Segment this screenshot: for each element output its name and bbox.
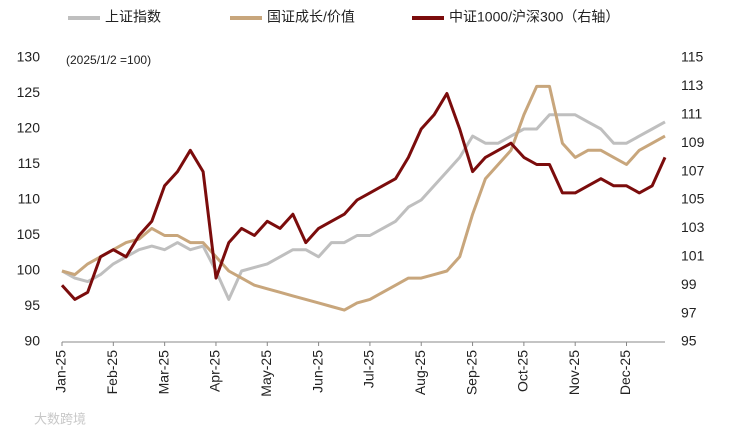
y-tick-label: 130 xyxy=(17,49,41,65)
series-line xyxy=(61,113,666,301)
y2-tick-label: 103 xyxy=(681,219,705,235)
legend-label: 国证成长/价值 xyxy=(267,9,355,25)
y2-tick-label: 107 xyxy=(681,162,705,178)
x-tick-label: Feb-25 xyxy=(104,350,120,395)
y-tick-label: 120 xyxy=(17,120,41,136)
y2-tick-label: 111 xyxy=(681,106,702,122)
y2-tick-label: 105 xyxy=(681,191,705,207)
subtitle: (2025/1/2 =100) xyxy=(66,53,151,67)
y2-tick-label: 97 xyxy=(681,304,697,320)
y2-tick-label: 99 xyxy=(681,276,697,292)
x-tick-label: Sep-25 xyxy=(463,350,479,395)
x-tick-label: Oct-25 xyxy=(515,350,531,392)
y-tick-label: 90 xyxy=(24,333,40,349)
y-tick-label: 110 xyxy=(18,191,41,207)
y-tick-label: 100 xyxy=(17,262,41,278)
x-tick-label: Aug-25 xyxy=(412,350,428,395)
y-tick-label: 95 xyxy=(24,297,40,313)
y2-tick-label: 115 xyxy=(681,49,704,65)
x-tick-label: Apr-25 xyxy=(207,350,223,392)
legend-label: 上证指数 xyxy=(105,9,161,25)
x-tick-label: Jan-25 xyxy=(53,350,69,393)
y2-tick-label: 113 xyxy=(681,77,704,93)
y-tick-label: 115 xyxy=(18,155,41,171)
y-tick-label: 105 xyxy=(17,226,41,242)
series-line xyxy=(61,84,666,312)
y2-tick-label: 101 xyxy=(681,248,705,264)
x-tick-label: Jun-25 xyxy=(309,350,325,393)
y2-tick-label: 109 xyxy=(681,134,705,150)
watermark: 大数跨境 xyxy=(34,411,86,426)
y2-tick-label: 95 xyxy=(681,333,697,349)
x-tick-label: Jul-25 xyxy=(361,350,377,388)
x-tick-label: Mar-25 xyxy=(155,350,171,395)
series-line xyxy=(60,92,667,301)
legend-label: 中证1000/沪深300（右轴） xyxy=(449,9,619,25)
y-tick-label: 125 xyxy=(17,84,41,100)
x-tick-label: May-25 xyxy=(258,350,274,397)
x-tick-label: Dec-25 xyxy=(617,350,633,395)
x-tick-label: Nov-25 xyxy=(566,350,582,395)
